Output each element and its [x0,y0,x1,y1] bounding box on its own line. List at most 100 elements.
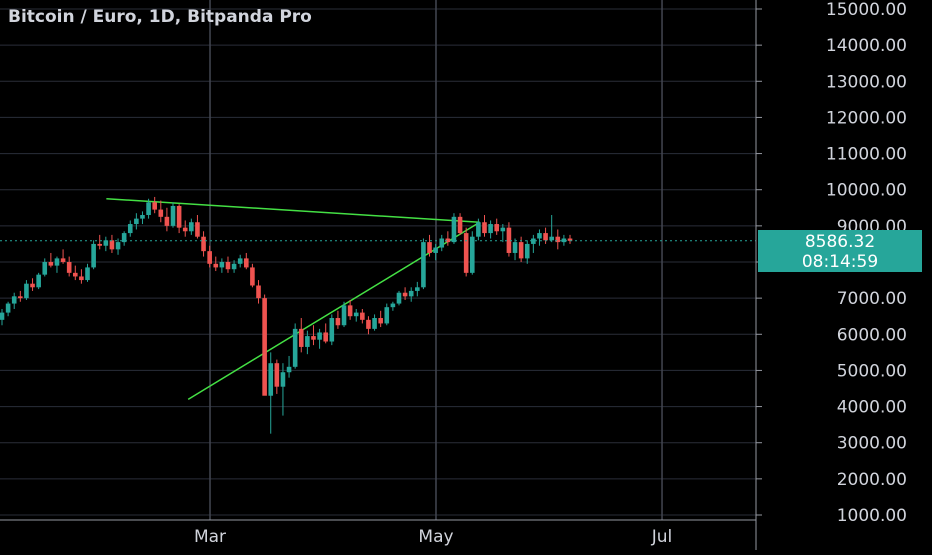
candle-body [244,258,249,268]
y-tick-label: 15000.00 [826,0,907,20]
candle-body [317,332,322,340]
candle [127,220,133,237]
y-tick-label: 2000.00 [837,470,907,490]
candle [415,281,420,297]
candle-body [103,240,109,246]
candle [72,265,78,281]
y-tick-label: 13000.00 [826,72,907,92]
candle [262,294,267,396]
candle-body [127,224,133,234]
candle [482,215,487,237]
candle-body [567,238,573,241]
candle [445,231,451,246]
candle-body [36,274,41,288]
candle-body [372,318,377,329]
y-tick-label: 14000.00 [826,36,907,56]
candle [408,287,414,302]
candle [60,249,66,264]
candle-body [91,243,96,268]
candle [219,258,225,273]
candle [561,234,567,246]
candle [237,254,243,268]
candle-body [280,372,286,387]
candle-body [286,366,292,373]
candle-body [18,296,23,299]
price-axis[interactable]: 1000.00 2000.00 3000.00 4000.00 5000.00 6000.… [755,0,907,550]
trendline[interactable] [106,198,480,223]
candle-body [134,218,139,225]
time-axis[interactable]: Mar May Jul [0,519,756,547]
candle [329,314,335,346]
candle-body [109,240,115,250]
candle-body [347,305,353,317]
candle [543,227,548,244]
candle-body [445,238,451,243]
candle [11,292,17,309]
last-price-label: 8586.32 [805,232,875,252]
candle-body [512,242,518,253]
candle [66,256,72,277]
candle [311,325,316,346]
candle [91,240,96,270]
candle-body [402,292,408,297]
candle-body [518,242,524,259]
candle [213,256,219,272]
candle [353,308,359,322]
candle-body [66,262,72,273]
candle [341,301,347,328]
candle [170,202,176,228]
candle-body [176,205,182,228]
candle [500,224,506,243]
candle-body [384,307,390,324]
candle-body [555,236,561,243]
candle [506,222,512,257]
candle-body [219,262,225,268]
y-tick-label: 3000.00 [837,434,907,454]
candle-body [97,243,103,246]
candle [439,234,445,252]
candle [305,330,310,355]
candle-body [72,272,78,277]
countdown-badge: 08:14:59 [758,251,922,272]
candle-body [421,242,426,288]
candle-body [79,276,84,281]
candle-body [476,222,481,237]
candle [531,234,536,253]
candle [195,215,200,239]
candle [225,256,231,273]
candle [152,196,157,214]
candle-body [201,236,206,252]
candle-body [543,233,548,241]
x-tick-label: May [418,527,453,547]
trendlines [106,198,481,400]
candle-body [256,285,261,299]
candle-body [335,318,341,326]
candle-body [329,318,335,342]
candle [347,299,353,320]
candle [201,231,206,257]
candle-body [311,336,316,340]
countdown-badge-bg [758,251,922,272]
candle-body [274,363,280,387]
countdown-label: 08:14:59 [802,252,878,272]
candle [402,287,408,300]
candle [158,200,164,223]
candle-body [207,251,212,264]
candle [121,231,127,246]
candle [274,359,280,394]
candle [372,314,377,331]
candle-body [488,224,493,234]
candle-body [225,262,231,270]
candle-body [396,292,402,304]
grid-lines [0,0,756,520]
last-price-badge-bg [758,230,922,252]
candle-body [433,247,438,253]
y-tick-label: 6000.00 [837,325,907,345]
candle [42,258,48,277]
candle [390,301,396,311]
candle-body [500,227,506,232]
candle-body [292,328,298,367]
candle-body [0,312,5,320]
